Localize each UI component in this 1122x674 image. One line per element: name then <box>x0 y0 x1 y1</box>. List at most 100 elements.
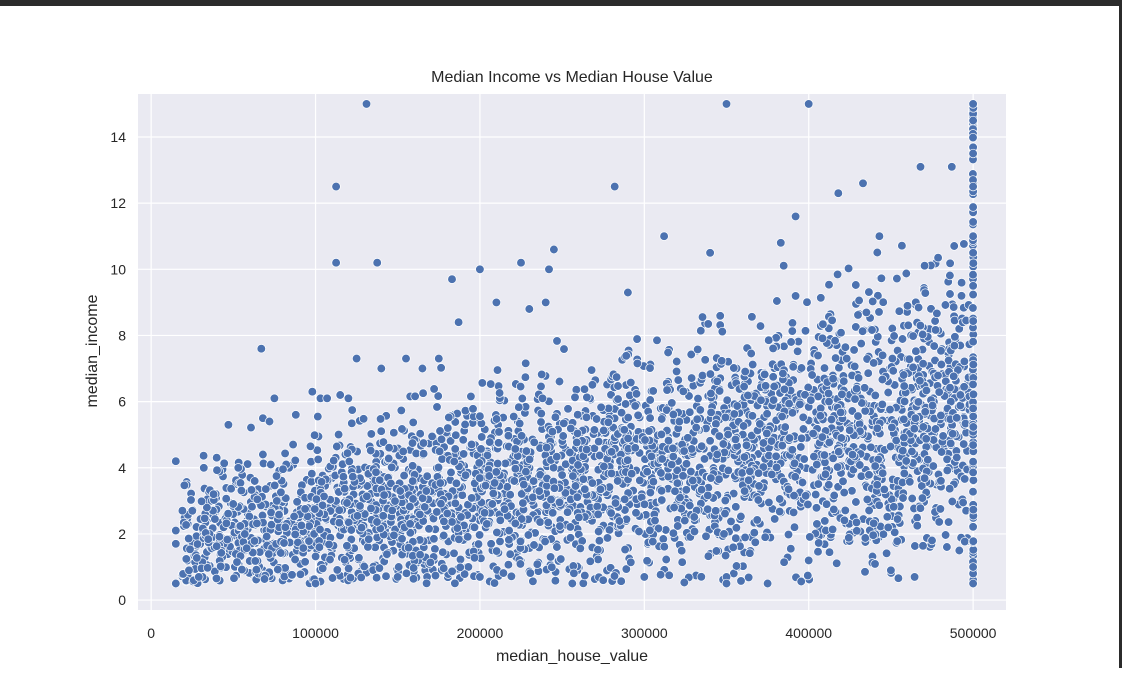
data-point <box>696 485 707 495</box>
data-point <box>918 359 928 369</box>
data-point <box>968 467 978 478</box>
data-point <box>714 386 725 396</box>
data-point <box>499 504 510 514</box>
data-point <box>669 502 679 513</box>
data-point <box>542 442 552 453</box>
data-point <box>860 567 870 577</box>
data-point <box>177 506 188 516</box>
data-point <box>555 521 565 531</box>
data-point <box>845 425 855 435</box>
data-point <box>634 526 644 537</box>
data-point <box>714 474 724 484</box>
data-point <box>424 524 434 534</box>
data-point <box>273 564 283 575</box>
data-point <box>968 457 978 467</box>
data-point <box>575 543 585 554</box>
data-point <box>889 502 899 512</box>
data-point <box>593 509 603 519</box>
data-point <box>874 307 884 317</box>
data-point <box>509 411 519 422</box>
data-point <box>648 477 659 487</box>
data-point <box>816 293 826 303</box>
data-point <box>541 297 551 308</box>
data-point <box>767 469 777 480</box>
data-point <box>632 358 643 369</box>
data-point <box>959 382 969 392</box>
data-point <box>883 387 893 398</box>
data-point <box>775 494 785 504</box>
data-point <box>909 572 920 582</box>
data-point <box>678 471 688 481</box>
data-point <box>460 406 471 416</box>
data-point <box>240 529 250 539</box>
data-point <box>366 445 376 456</box>
data-point <box>203 534 213 544</box>
data-point <box>883 522 893 533</box>
data-point <box>892 273 902 284</box>
data-point <box>290 529 300 540</box>
data-point <box>813 547 823 557</box>
data-point <box>631 389 642 399</box>
data-point <box>927 400 938 411</box>
data-point <box>460 470 471 480</box>
data-point <box>565 522 575 532</box>
data-point <box>630 401 640 411</box>
data-point <box>813 350 823 361</box>
data-point <box>892 514 903 524</box>
data-point <box>919 261 930 271</box>
data-point <box>242 459 253 469</box>
data-point <box>492 527 502 538</box>
data-point <box>842 353 852 364</box>
data-point <box>387 505 397 516</box>
data-point <box>851 517 862 528</box>
data-point <box>675 492 685 503</box>
data-point <box>515 559 526 569</box>
data-point <box>650 515 660 526</box>
data-point <box>968 536 978 546</box>
data-point <box>755 321 766 331</box>
data-point <box>593 554 603 565</box>
data-point <box>371 467 381 477</box>
data-point <box>439 516 449 527</box>
data-point <box>754 481 764 491</box>
data-point <box>609 571 620 581</box>
data-point <box>278 464 288 474</box>
data-point <box>779 557 789 567</box>
data-point <box>434 446 445 456</box>
data-point <box>872 247 882 258</box>
data-point <box>436 499 446 509</box>
data-point <box>311 494 322 504</box>
data-point <box>181 520 191 530</box>
data-point <box>351 353 362 364</box>
data-point <box>315 524 325 535</box>
data-point <box>580 484 590 494</box>
data-point <box>936 476 946 486</box>
data-point <box>614 516 625 526</box>
data-point <box>221 494 231 504</box>
data-point <box>408 476 418 486</box>
data-point <box>686 349 696 360</box>
data-point <box>851 497 861 507</box>
data-point <box>687 444 697 454</box>
data-point <box>313 411 323 422</box>
data-point <box>783 529 794 540</box>
data-point <box>467 493 477 503</box>
data-point <box>466 391 476 402</box>
data-point <box>456 512 466 522</box>
data-point <box>918 422 928 432</box>
data-point <box>648 536 658 547</box>
data-point <box>439 563 449 573</box>
data-point <box>797 477 808 488</box>
data-point <box>808 428 818 439</box>
data-point <box>956 278 967 288</box>
data-point <box>668 451 678 462</box>
data-point <box>592 501 602 512</box>
data-point <box>847 486 857 496</box>
data-point <box>570 481 581 491</box>
data-point <box>955 400 965 411</box>
data-point <box>948 429 958 439</box>
data-point <box>447 566 457 576</box>
data-point <box>316 477 327 487</box>
data-point <box>720 508 730 519</box>
data-point <box>656 468 666 478</box>
